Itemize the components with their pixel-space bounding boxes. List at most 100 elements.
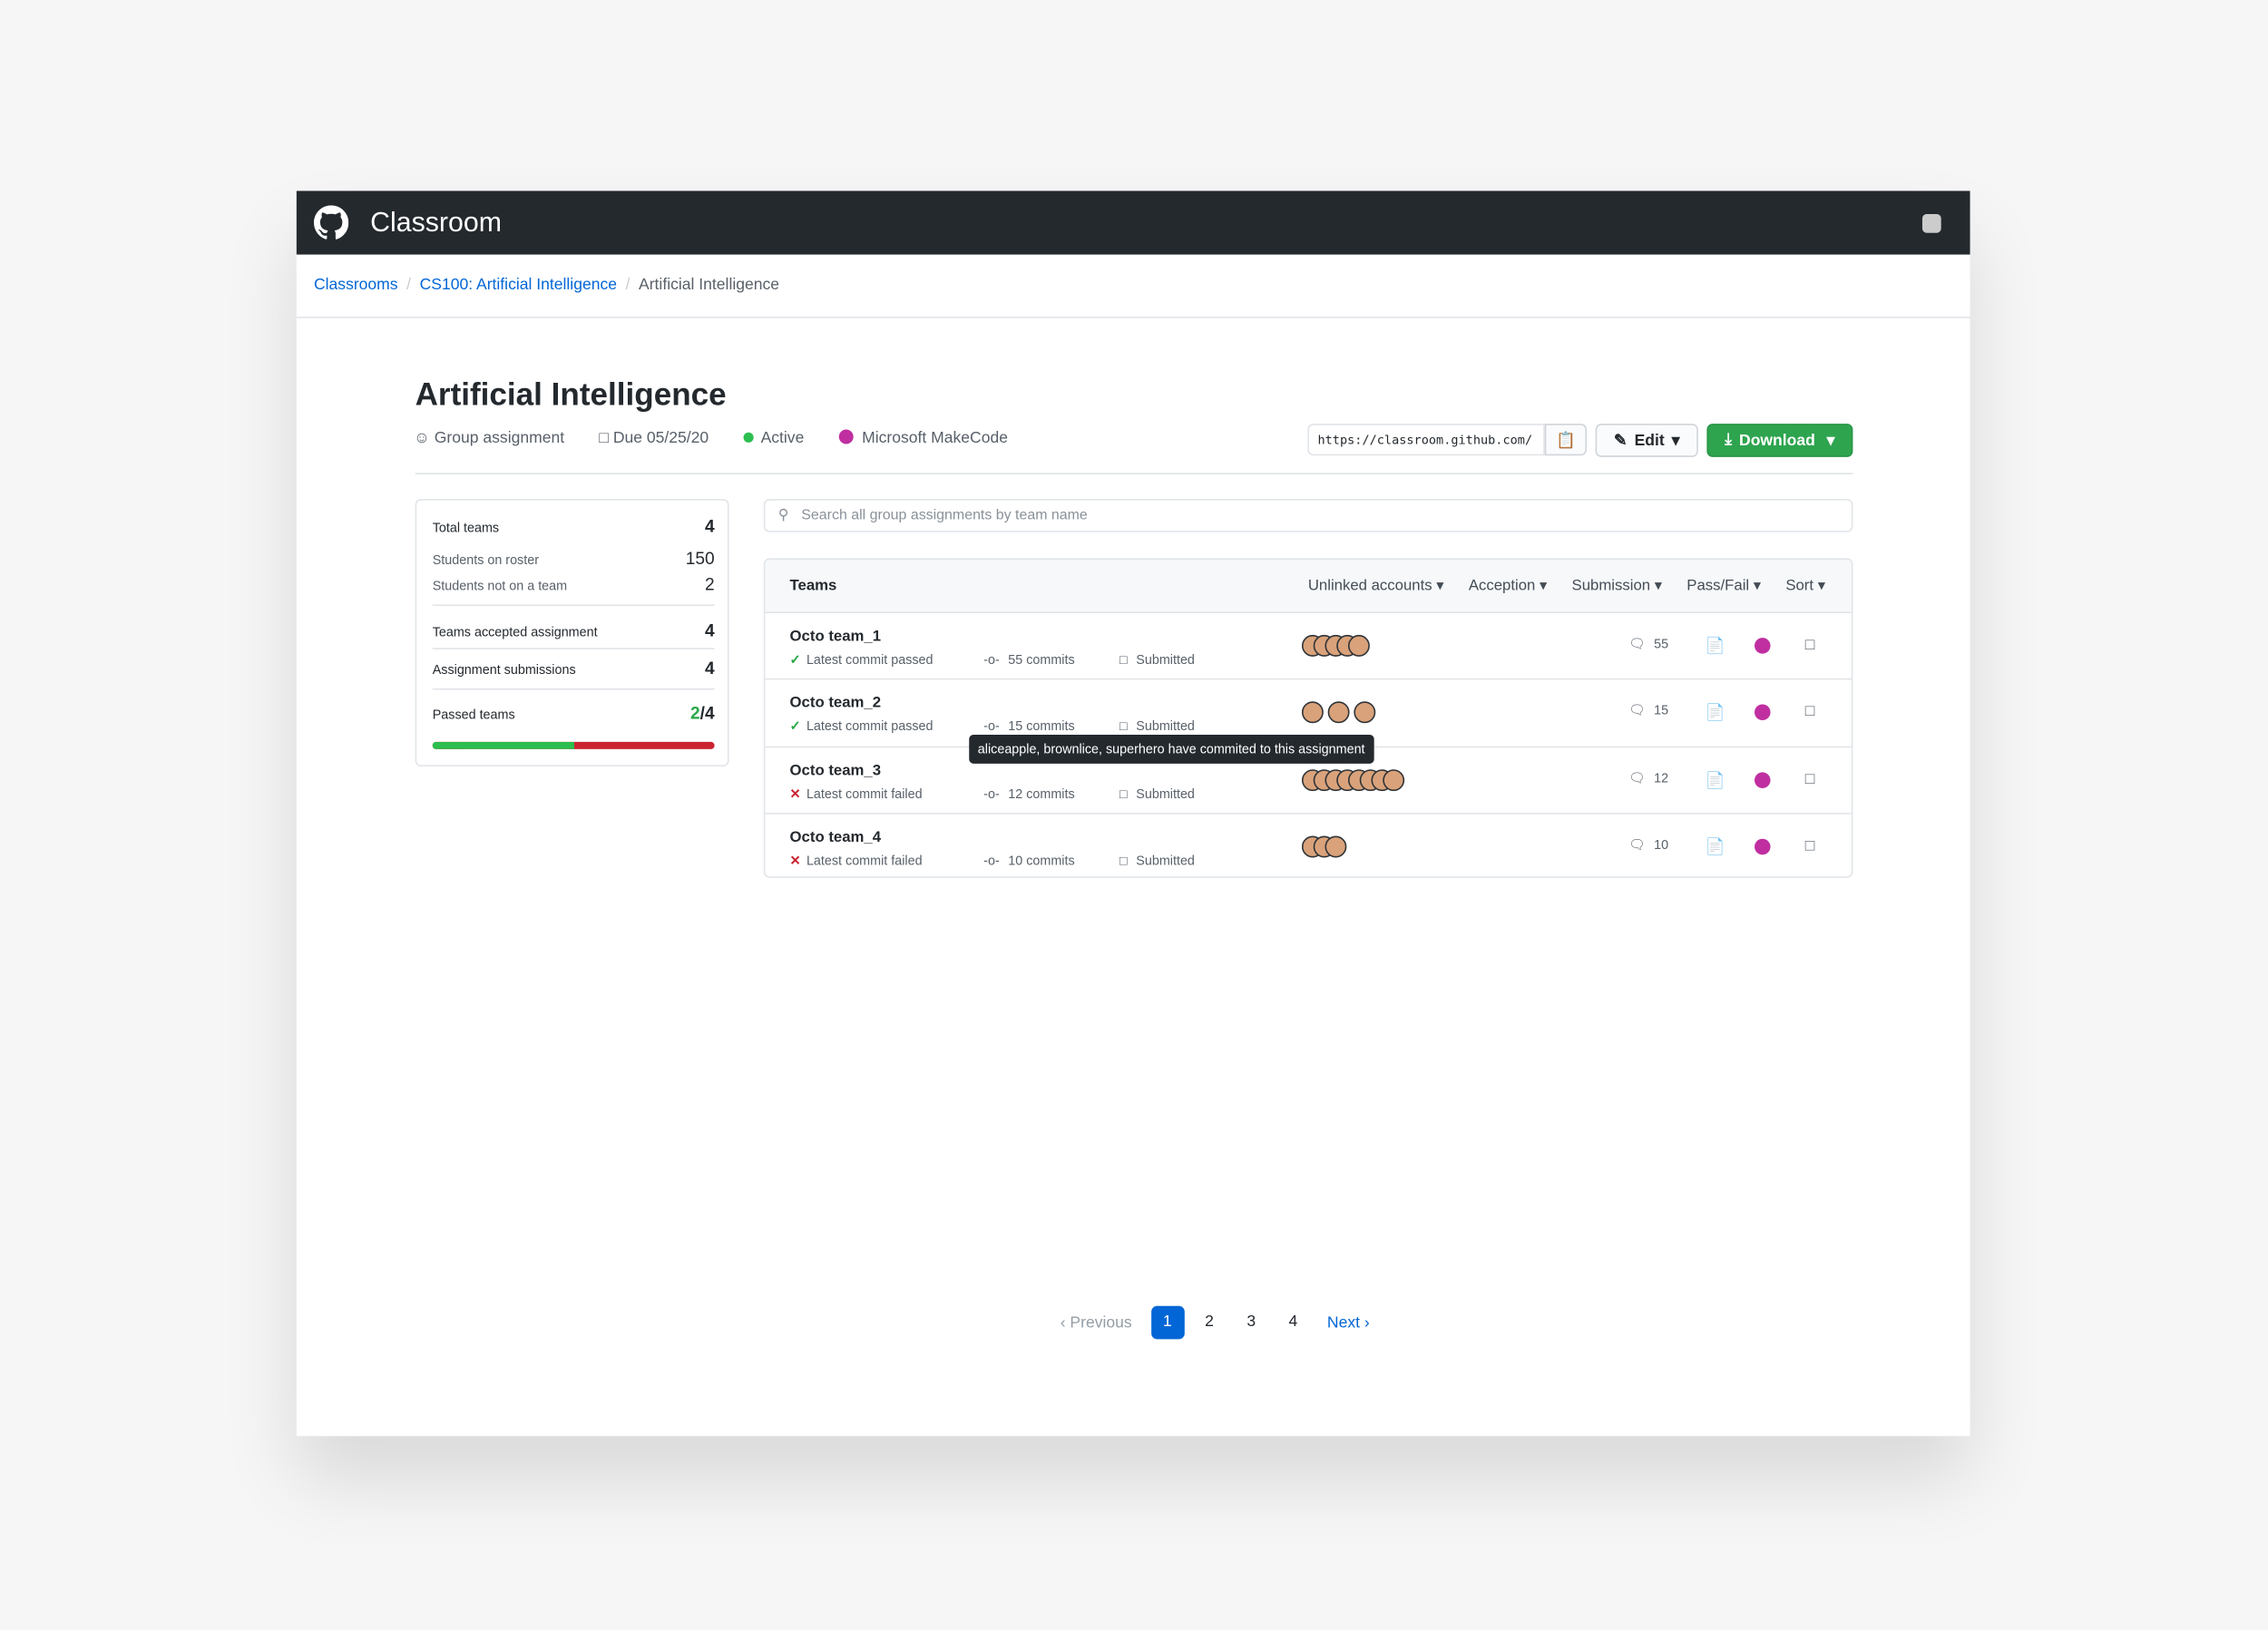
status: Active <box>743 430 804 447</box>
filter[interactable]: Sort ▾ <box>1785 577 1826 595</box>
comment-count: 55 <box>1654 636 1669 651</box>
filter[interactable]: Unlinked accounts ▾ <box>1307 577 1444 595</box>
submission: □ Submitted <box>1119 786 1195 801</box>
edit-button[interactable]: ✎ Edit ▾ <box>1595 424 1698 457</box>
feedback-icon[interactable]: 📄 <box>1705 704 1725 723</box>
repo-icon[interactable]: □ <box>1804 770 1815 788</box>
team-row: Octo team_2 ✓ Latest commit passed -o- 15 co… <box>765 678 1852 747</box>
stat-value: 2/4 <box>689 702 715 724</box>
editor-icon[interactable] <box>1754 771 1771 788</box>
stat-value: 4 <box>704 516 715 537</box>
team-row: Octo team_1 ✓ Latest commit passed -o- 55 co… <box>765 611 1852 679</box>
team-name[interactable]: Octo team_2 <box>789 694 882 712</box>
stat-value: 2 <box>704 573 715 595</box>
commit-status: ✓ Latest commit passed <box>789 718 934 734</box>
avatar[interactable] <box>1354 701 1376 724</box>
avatars <box>1301 835 1347 858</box>
stat-value: 4 <box>704 620 715 641</box>
top-bar: Classroom <box>296 190 1970 255</box>
previous[interactable]: ‹ Previous <box>1060 1313 1132 1332</box>
page[interactable]: 2 <box>1205 1313 1214 1331</box>
download-button[interactable]: ⤓ Download ▾ <box>1706 424 1853 457</box>
editor-icon[interactable] <box>1754 638 1771 654</box>
editor-text: Microsoft MakeCode <box>862 429 1008 447</box>
editor-icon[interactable] <box>1754 704 1771 721</box>
assignment-title: Artificial Intelligence <box>415 376 727 413</box>
search-placeholder: Search all group assignments by team nam… <box>801 507 1088 524</box>
next[interactable]: Next › <box>1326 1313 1370 1332</box>
breadcrumb-link[interactable]: Classrooms <box>313 276 398 294</box>
status-text: Latest commit failed <box>806 853 923 868</box>
submission: □ Submitted <box>1119 853 1195 868</box>
type: ☺ Group assignment <box>413 429 565 447</box>
stat: Passed teams 2/4 <box>432 703 715 723</box>
stat-label: Students on roster <box>432 552 539 568</box>
filters: Unlinked accounts ▾ Acception ▾ Submission… <box>1308 577 1825 594</box>
commits: -o- 55 commits <box>983 652 1075 668</box>
stat: Students on roster 150 <box>432 548 715 568</box>
repo-icon[interactable]: □ <box>1804 703 1815 721</box>
filter[interactable]: Pass/Fail ▾ <box>1686 577 1762 595</box>
breadcrumb-link[interactable]: CS100: Artificial Intelligence <box>419 276 618 294</box>
tooltip: aliceapple, brownlice, superhero have co… <box>969 734 1374 764</box>
pagination: ‹ Previous 1 2 3 4 Next › <box>1060 1305 1370 1340</box>
submission: □ Submitted <box>1119 718 1195 734</box>
stat: Assignment submissions 4 <box>432 658 715 678</box>
team-name[interactable]: Octo team_3 <box>789 761 882 779</box>
avatar[interactable] <box>1347 634 1370 657</box>
due-text: Due 05/25/20 <box>612 429 709 447</box>
commits-text: 10 commits <box>1008 853 1075 868</box>
breadcrumb-current: Artificial Intelligence <box>639 276 780 294</box>
stat: Teams accepted assignment 4 <box>433 620 715 640</box>
stat-label: Total teams <box>432 520 500 535</box>
divider <box>296 317 1970 318</box>
avatar[interactable] <box>1327 701 1350 724</box>
type-text: Group assignment <box>434 429 565 447</box>
feedback-icon[interactable]: 📄 <box>1705 838 1725 856</box>
team-name[interactable]: Octo team_1 <box>789 627 882 646</box>
stats-panel: Total teams 4 Students on roster 150 Stude… <box>415 499 729 767</box>
stat: Total teams 4 <box>432 516 715 536</box>
commit-status: ✕ Latest commit failed <box>789 853 923 868</box>
filter[interactable]: Submission ▾ <box>1571 577 1663 595</box>
avatar[interactable] <box>1301 701 1324 724</box>
avatars <box>1301 701 1376 724</box>
progress-fill <box>432 741 574 749</box>
url-field[interactable]: https://classroom.github.com/ <box>1307 424 1545 456</box>
comments: 🗨 15 <box>1628 703 1669 718</box>
table-header: Teams Unlinked accounts ▾ Acception ▾ Subm… <box>765 560 1852 612</box>
stat-value: 150 <box>685 548 715 569</box>
stat-label: Assignment submissions <box>432 662 576 678</box>
stat-label: Passed teams <box>432 707 515 722</box>
team-name[interactable]: Octo team_4 <box>789 828 882 846</box>
submission-text: Submitted <box>1136 718 1195 734</box>
copy-button[interactable]: 📋 <box>1544 424 1588 456</box>
comment-count: 12 <box>1654 770 1669 786</box>
editor-icon[interactable] <box>1754 838 1771 855</box>
app-title: Classroom <box>370 208 502 239</box>
next-label: Next <box>1326 1313 1360 1332</box>
repo-icon[interactable]: □ <box>1804 636 1815 654</box>
feedback-icon[interactable]: 📄 <box>1705 771 1725 789</box>
progress-bar <box>432 741 715 749</box>
feedback-icon[interactable]: 📄 <box>1705 638 1725 656</box>
search-field[interactable]: ⚲ Search all group assignments by team na… <box>763 499 1853 532</box>
page[interactable]: 1 <box>1150 1305 1185 1340</box>
divider <box>415 473 1853 474</box>
commits-text: 12 commits <box>1008 786 1075 801</box>
logo[interactable] <box>313 205 349 239</box>
teams-table: Teams Unlinked accounts ▾ Acception ▾ Subm… <box>763 558 1853 878</box>
edit-label: Edit <box>1634 431 1665 450</box>
page[interactable]: 4 <box>1288 1313 1298 1331</box>
repo-icon[interactable]: □ <box>1804 836 1815 855</box>
submission-text: Submitted <box>1136 786 1195 801</box>
avatar-menu[interactable] <box>1921 213 1941 233</box>
page[interactable]: 3 <box>1246 1313 1256 1331</box>
avatar[interactable] <box>1325 835 1347 858</box>
stat: Students not on a team 2 <box>433 574 715 594</box>
filter[interactable]: Acception ▾ <box>1468 577 1548 595</box>
avatar[interactable] <box>1383 768 1405 791</box>
comments: 🗨 10 <box>1628 836 1669 852</box>
due: □ Due 05/25/20 <box>599 429 709 447</box>
